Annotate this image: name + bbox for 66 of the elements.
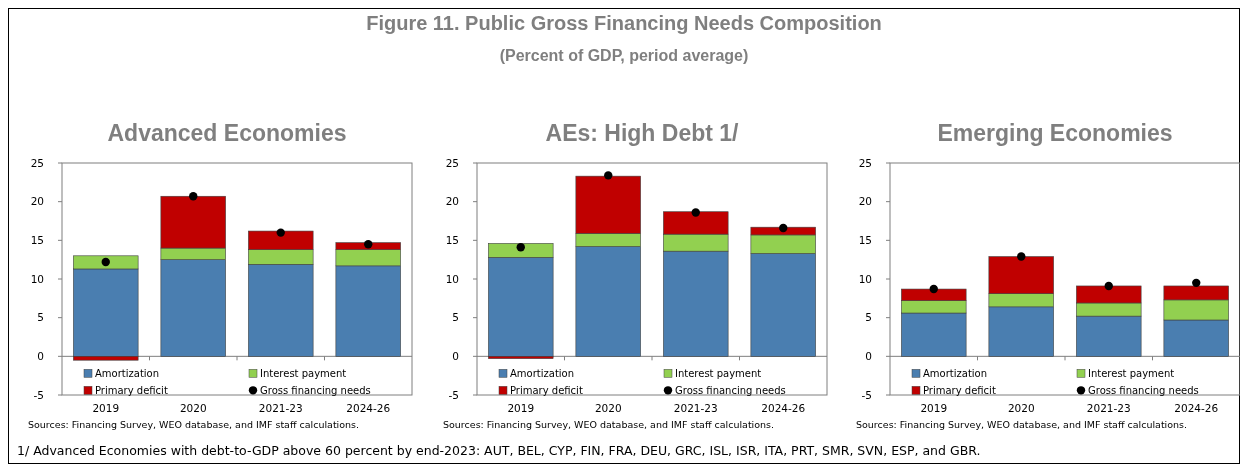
x-tick-label: 2019 bbox=[92, 402, 120, 414]
y-tick-label: 25 bbox=[445, 156, 459, 169]
text: 1/ Advanced Economies with debt-to-GDP above 60 percent by end-2023: AUT, BEL, CYP, FIN, FRA, DEU, GRC, ISL, ISR, ITA, PRT, SMR, SVN, ESP, and GBR. bbox=[17, 443, 981, 458]
legend-label: Gross financing needs bbox=[675, 384, 786, 396]
point bbox=[1104, 281, 1113, 291]
y-tick-label: 10 bbox=[858, 272, 872, 285]
point bbox=[1192, 278, 1201, 288]
y-tick-label: 25 bbox=[858, 156, 872, 169]
y-tick-label: 5 bbox=[452, 311, 459, 324]
y-tick-label: 20 bbox=[445, 195, 459, 208]
legend-label: Interest payment bbox=[1088, 367, 1175, 379]
y-tick-label: 15 bbox=[858, 234, 872, 247]
y-tick-label: 15 bbox=[30, 234, 44, 247]
x-tick-label: 2021-23 bbox=[258, 402, 303, 414]
x-tick-label: 2019 bbox=[920, 402, 948, 414]
point bbox=[276, 228, 285, 237]
source-note: Sources: Financing Survey, WEO database, and IMF staff calculations. bbox=[443, 419, 775, 430]
legend-label: Amortization bbox=[923, 367, 988, 379]
legend-label: Amortization bbox=[510, 367, 575, 379]
source-note: Sources: Financing Survey, WEO database, and IMF staff calculations. bbox=[856, 419, 1188, 430]
legend-label: Gross financing needs bbox=[260, 384, 371, 396]
point bbox=[1017, 252, 1026, 261]
legend-label: Primary deficit bbox=[510, 384, 583, 396]
text: (Percent of GDP, period average) bbox=[499, 47, 749, 64]
legend-label: Amortization bbox=[95, 367, 160, 379]
y-tick-label: 20 bbox=[30, 195, 44, 208]
legend-label: Primary deficit bbox=[95, 384, 168, 396]
point bbox=[691, 208, 700, 217]
y-tick-label: 5 bbox=[865, 311, 872, 324]
point bbox=[189, 192, 198, 201]
source-note: Sources: Financing Survey, WEO database, and IMF staff calculations. bbox=[28, 419, 360, 430]
point bbox=[101, 257, 110, 267]
point bbox=[779, 223, 788, 233]
point bbox=[929, 284, 938, 294]
x-tick-label: 2020 bbox=[1007, 402, 1035, 414]
chart-title: Advanced Economies bbox=[107, 120, 347, 146]
chart-title: Emerging Economies bbox=[937, 120, 1173, 146]
y-tick-label: 5 bbox=[37, 311, 44, 324]
y-tick-label: 25 bbox=[30, 156, 44, 169]
x-tick-label: 2019 bbox=[507, 402, 535, 414]
point bbox=[604, 171, 613, 180]
x-tick-label: 2021-23 bbox=[1086, 402, 1131, 414]
x-tick-label: 2020 bbox=[179, 402, 207, 414]
y-tick-label: -5 bbox=[448, 388, 459, 401]
y-tick-label: 0 bbox=[865, 350, 872, 363]
y-tick-label: 10 bbox=[30, 272, 44, 285]
y-tick-label: 0 bbox=[452, 350, 459, 363]
x-tick-label: 2021-23 bbox=[673, 402, 718, 414]
legend-label: Interest payment bbox=[260, 367, 347, 379]
x-tick-label: 2020 bbox=[594, 402, 622, 414]
legend-label: Gross financing needs bbox=[1088, 384, 1199, 396]
point bbox=[516, 243, 525, 252]
y-tick-label: 0 bbox=[37, 350, 44, 363]
y-tick-label: 20 bbox=[858, 195, 872, 208]
y-tick-label: 10 bbox=[445, 272, 459, 285]
y-tick-label: -5 bbox=[861, 388, 872, 401]
text: Figure 11. Public Gross Financing Needs Composition bbox=[366, 12, 882, 34]
legend-label: Primary deficit bbox=[923, 384, 996, 396]
legend-label: Interest payment bbox=[675, 367, 762, 379]
x-tick-label: 2024-26 bbox=[761, 402, 806, 414]
y-tick-label: 15 bbox=[445, 234, 459, 247]
x-tick-label: 2024-26 bbox=[1174, 402, 1219, 414]
chart-title: AEs: High Debt 1/ bbox=[545, 120, 740, 146]
x-tick-label: 2024-26 bbox=[346, 402, 391, 414]
point bbox=[364, 240, 373, 249]
y-tick-label: -5 bbox=[33, 388, 44, 401]
